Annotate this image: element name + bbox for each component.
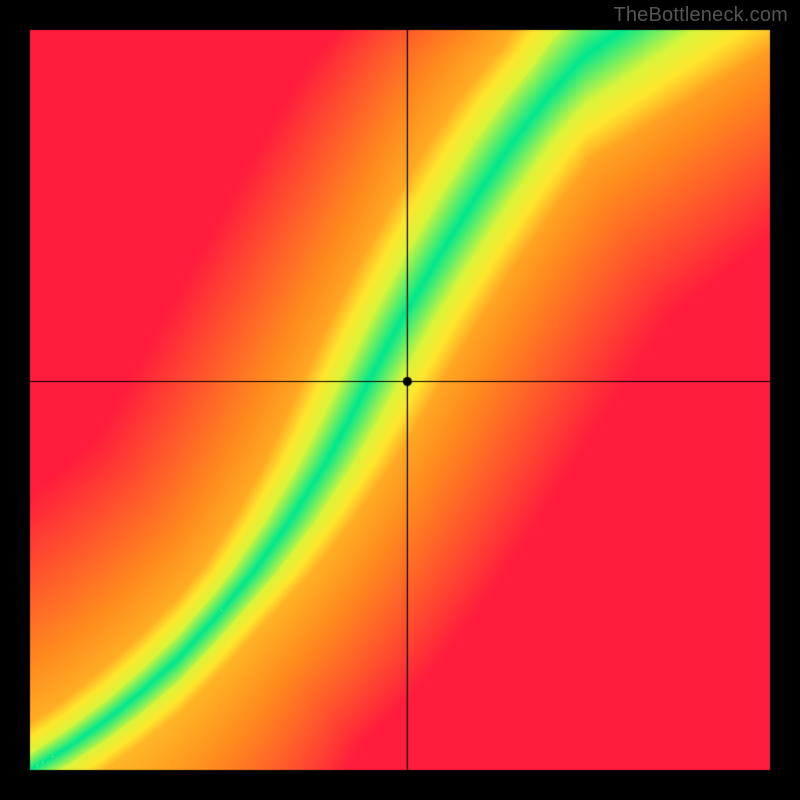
watermark-text: TheBottleneck.com [613, 4, 788, 27]
chart-container: TheBottleneck.com [0, 0, 800, 800]
bottleneck-heatmap [0, 0, 800, 800]
